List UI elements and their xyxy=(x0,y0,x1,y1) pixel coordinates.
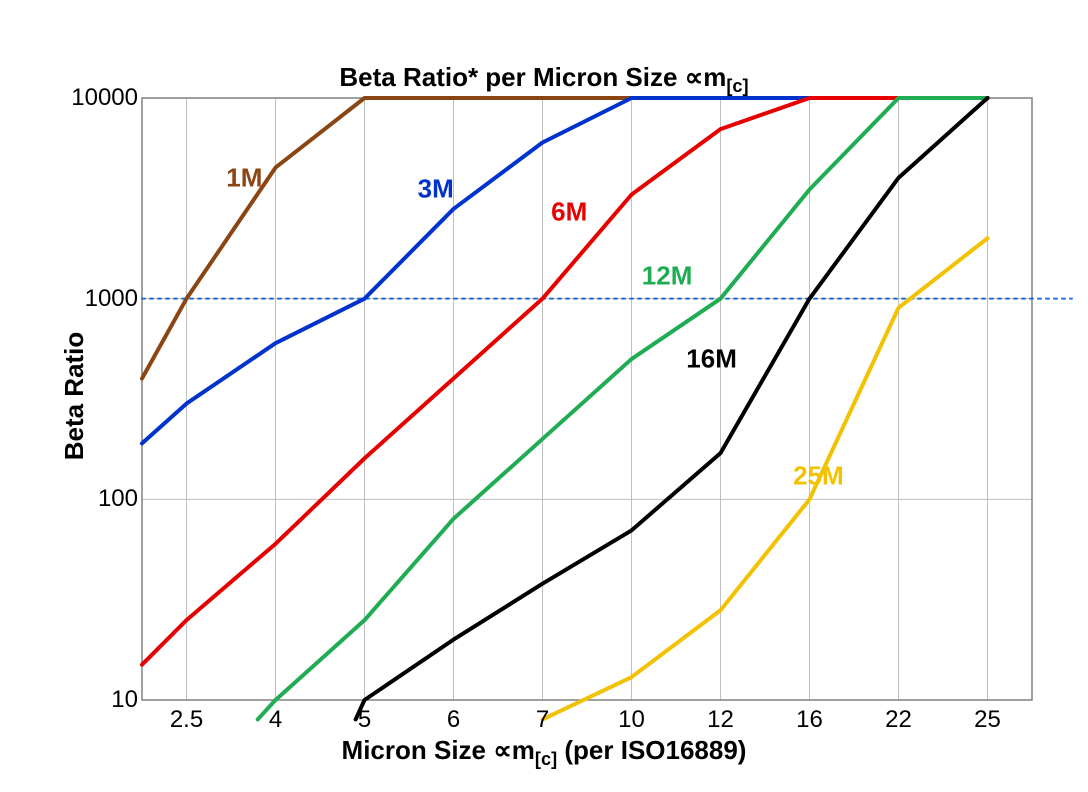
y-tick-label: 100 xyxy=(38,485,138,513)
x-axis-label: Micron Size ∝m[c] (per ISO16889) xyxy=(0,735,1088,770)
x-tick-label: 4 xyxy=(246,706,306,734)
series-label-3M: 3M xyxy=(418,174,454,205)
x-tick-label: 5 xyxy=(335,706,395,734)
y-tick-label: 10000 xyxy=(38,84,138,112)
series-label-6M: 6M xyxy=(551,197,587,228)
y-axis-label: Beta Ratio xyxy=(59,332,90,461)
x-tick-label: 25 xyxy=(958,706,1018,734)
series-label-12M: 12M xyxy=(642,260,693,291)
x-tick-label: 10 xyxy=(602,706,662,734)
x-tick-label: 12 xyxy=(691,706,751,734)
y-tick-label: 1000 xyxy=(38,285,138,313)
series-label-16M: 16M xyxy=(686,344,737,375)
chart-container: Beta Ratio* per Micron Size ∝m[c] Beta R… xyxy=(0,0,1088,792)
x-tick-label: 22 xyxy=(869,706,929,734)
series-label-1M: 1M xyxy=(226,162,262,193)
x-tick-label: 6 xyxy=(424,706,484,734)
plot-area xyxy=(142,98,1032,700)
x-tick-label: 2.5 xyxy=(157,706,217,734)
series-label-25M: 25M xyxy=(793,461,844,492)
x-tick-label: 16 xyxy=(780,706,840,734)
chart-title: Beta Ratio* per Micron Size ∝m[c] xyxy=(0,62,1088,97)
y-tick-label: 10 xyxy=(38,686,138,714)
x-tick-label: 7 xyxy=(513,706,573,734)
